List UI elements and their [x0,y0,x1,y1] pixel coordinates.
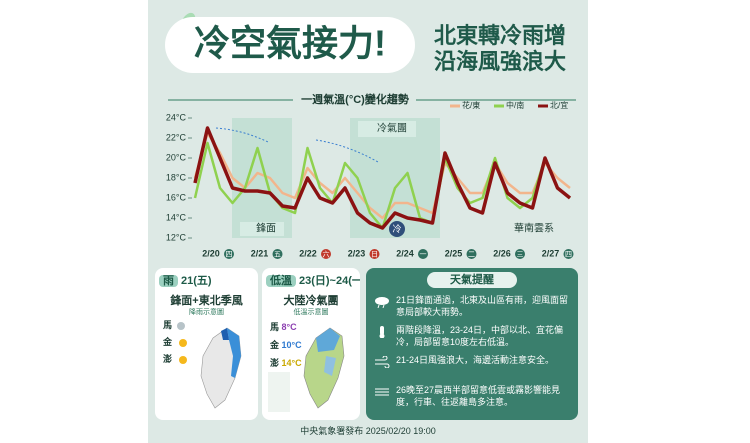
y-tick-label: 14°C [166,212,187,222]
series-line [193,126,572,230]
temp: 8°C [281,322,297,332]
rain-panel: 雨 21(五) 鋒面+東北季風 降雨示意圖 馬 金 澎 [155,268,258,420]
place: 澎 [163,354,173,364]
wind-icon [375,356,390,368]
reminder-title: 天氣提醒 [427,272,517,288]
temp: 14°C [281,358,302,368]
rain-area [221,328,229,340]
panel-tag: 雨 21(五) [159,272,212,288]
weekday-badge [272,249,283,259]
place: 馬 8°C [270,320,297,333]
sun-icon [179,356,187,364]
weekday-label: 日 [371,250,378,258]
y-tick-label: 12°C [166,232,187,242]
reminder-item: 21日鋒面通過，北東及山區有雨，迎風面留意局部較大雨勢。 [396,295,569,317]
date: 23(日)~24(一) [299,275,360,287]
annotation: 華南雲系 [514,222,554,235]
trend-arrow [315,139,379,163]
annotation-badge [389,221,405,237]
headline: 冷空氣接力! [194,23,386,64]
annotation: 鋒面 [256,222,276,235]
reminder-item: 兩階段降溫，23-24日，中部以北、宜花偏冷，局部留意10度左右低溫。 [396,325,564,347]
cold-panel: 低溫 23(日)~24(一) 大陸冷氣團 低溫示意圖 馬 8°C 金 10°C 澎… [262,268,360,420]
rain-map [177,322,242,409]
date: 21(五) [181,275,212,287]
reminder-panel: 天氣提醒 21日鋒面通過，北東及山區有雨，迎風面留意局部較大雨勢。 兩階段降溫，… [366,268,578,420]
weekday-badge [418,249,428,259]
series-line [193,131,571,220]
x-tick-label: 2/20 [202,248,220,258]
panel-title: 大陸冷氣團 [283,295,339,307]
weekday-badge [321,249,331,259]
headline-line: 北東轉冷雨增 [434,23,566,48]
x-tick-label: 2/23 [348,248,366,258]
sun-icon [179,339,187,347]
x-tick-label: 2/22 [299,248,317,258]
annotation: 冷 [392,223,401,234]
chart-title: 一週氣溫(°C)變化趨勢 [301,92,409,106]
legend-label: 北/宜 [550,100,568,110]
footer: 中央氣象署發布 2025/02/20 19:00 [300,426,436,436]
place: 澎 14°C [270,356,302,369]
panel-title: 鋒面+東北季風 [170,295,243,307]
legend-label: 花/東 [462,100,480,110]
y-tick-label: 24°C [166,112,187,122]
panel-subtitle: 降雨示意圖 [189,309,224,316]
place: 金 [163,337,173,347]
map-legend [268,372,290,412]
y-tick-label: 22°C [166,132,187,142]
x-tick-label: 2/21 [251,248,269,258]
annotation: 冷氣團 [377,122,407,135]
panel-tag: 低溫 23(日)~24(一) [266,272,360,288]
title-pill [165,17,415,73]
x-tick-label: 2/27 [542,248,560,258]
cold-map [268,327,345,412]
x-tick-label: 2/25 [445,248,463,258]
x-tick-label: 2/24 [396,248,414,258]
weekday-badge [369,249,380,259]
y-tick-label: 18°C [166,172,187,182]
tag: 低溫 [266,275,296,287]
reminder-item: 21-24日風強浪大，海邊活動注意安全。 [396,355,555,365]
weekday-label: 五 [274,250,281,258]
place: 馬 [163,320,173,330]
annotation-box [358,121,416,137]
weekday-badge [515,249,525,259]
fog-icon [375,388,389,396]
headline-line: 沿海風強浪大 [434,49,566,74]
thermometer-icon [379,326,385,338]
weekday-badge [224,249,234,259]
chart: 冷空氣接力! 北東轉冷雨增 沿海風強浪大 一週氣溫(°C)變化趨勢 12°C 14… [165,12,576,259]
place-name: 金 [270,340,280,350]
cold-area [316,328,340,352]
place: 金 10°C [270,338,302,351]
place-name: 澎 [270,358,280,368]
tag: 雨 [159,275,178,287]
cloud-icon [177,322,185,330]
legend-label: 中/南 [506,100,524,110]
rain-area [227,328,241,378]
reminder-item: 26晚至27晨西半部留意低雲或霧影響能見度，行車、往返離島多注意。 [396,385,561,407]
cold-area [324,356,336,376]
panel-subtitle: 低溫示意圖 [293,309,329,316]
front-period [232,118,292,238]
weekday-badge [466,249,477,259]
y-tick-label: 20°C [166,152,187,162]
weekday-badge [563,249,574,259]
trend-arrow [215,127,269,143]
weekday-label: 二 [468,251,475,258]
x-tick-label: 2/26 [493,248,511,258]
weekday-label: 六 [323,249,330,258]
weekday-label: 四 [565,250,572,258]
weekday-label: 一 [420,251,427,258]
place-name: 馬 [270,322,280,332]
temp: 10°C [281,340,302,350]
rain-icon [375,297,389,308]
weekday-label: 四 [226,250,233,258]
y-tick-label: 16°C [166,192,187,202]
weekday-label: 三 [517,250,524,258]
annotation-box [240,222,284,236]
